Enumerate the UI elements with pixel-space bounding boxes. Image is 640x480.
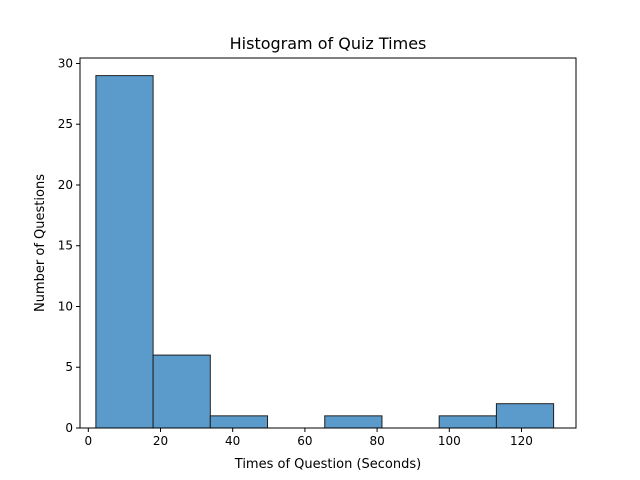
x-tick-label: 60	[297, 434, 312, 448]
histogram-bar-2	[209, 415, 269, 429]
y-axis-ticks: 0 5 10 15 20 25 30	[58, 56, 80, 435]
x-tick-label: 40	[225, 434, 240, 448]
histogram-bar-7	[495, 403, 555, 429]
y-tick-label: 20	[58, 178, 73, 192]
x-tick-label: 100	[438, 434, 461, 448]
y-tick-label: 25	[58, 117, 73, 131]
x-tick-label: 80	[369, 434, 384, 448]
x-tick-label: 120	[510, 434, 533, 448]
y-tick-label: 0	[65, 421, 73, 435]
y-tick-label: 15	[58, 239, 73, 253]
y-tick-label: 10	[58, 299, 73, 313]
histogram-bar-4	[324, 415, 383, 429]
y-tick-label: 30	[58, 56, 73, 70]
x-tick-label: 20	[153, 434, 168, 448]
bars-group	[95, 75, 555, 429]
y-axis-label: Number of Questions	[33, 174, 48, 312]
x-tick-label: 0	[84, 434, 92, 448]
chart-title: Histogram of Quiz Times	[230, 34, 427, 53]
plot-frame	[79, 57, 577, 429]
x-axis-ticks: 0 20 40 60 80 100 120	[84, 428, 533, 448]
y-tick-label: 5	[65, 360, 73, 374]
histogram-bar-6	[438, 415, 497, 429]
histogram-bar-0	[95, 75, 154, 429]
x-axis-label: Times of Question (Seconds)	[234, 457, 421, 472]
histogram-bar-1	[152, 354, 211, 429]
